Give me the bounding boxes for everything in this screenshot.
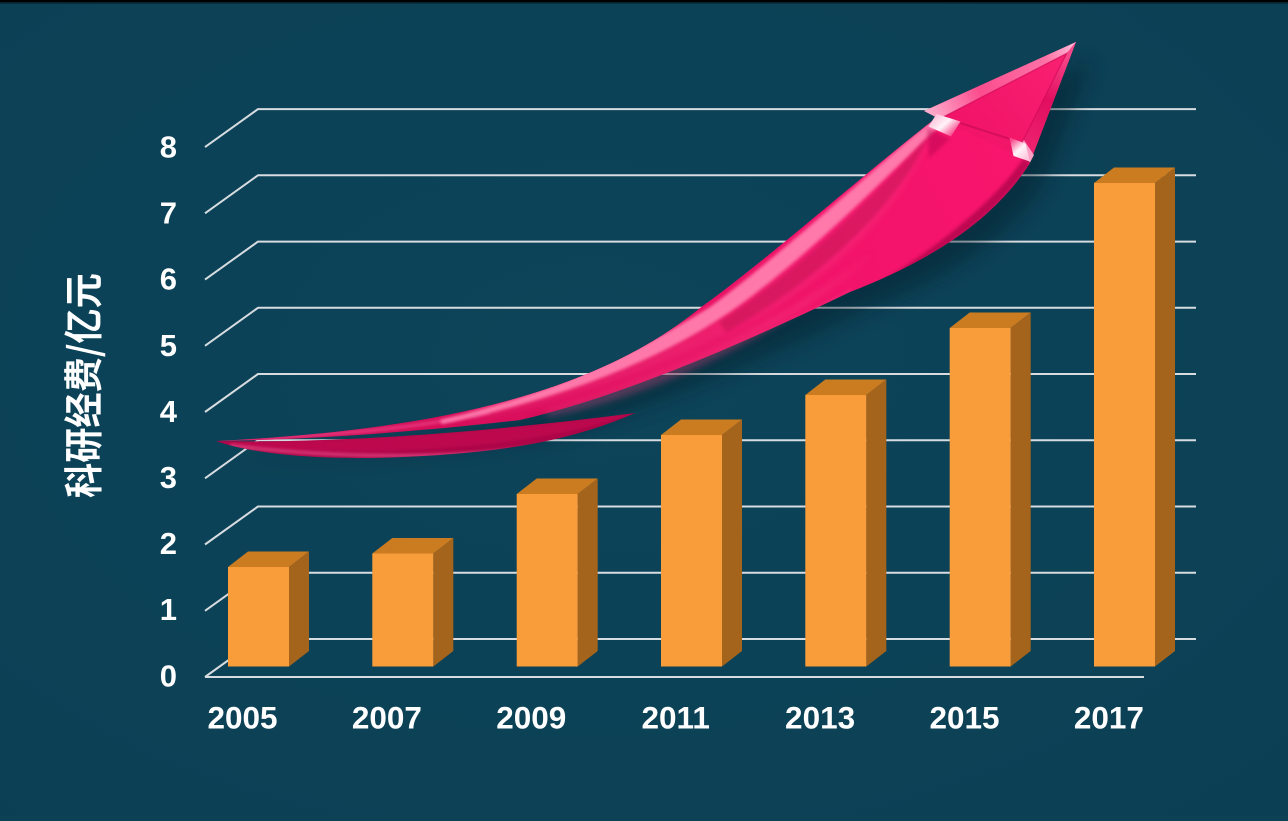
svg-text:5: 5: [160, 328, 177, 363]
svg-text:0: 0: [160, 658, 177, 693]
svg-text:2015: 2015: [929, 700, 999, 736]
svg-text:6: 6: [160, 262, 177, 297]
svg-text:4: 4: [160, 394, 178, 429]
svg-text:1: 1: [160, 592, 177, 627]
svg-text:2: 2: [160, 526, 177, 561]
svg-text:3: 3: [160, 460, 177, 495]
svg-text:2017: 2017: [1074, 700, 1144, 736]
svg-text:2005: 2005: [207, 700, 277, 736]
svg-text:2009: 2009: [496, 700, 566, 736]
svg-text:2011: 2011: [642, 700, 710, 736]
svg-text:7: 7: [160, 196, 177, 231]
svg-text:8: 8: [160, 130, 177, 165]
svg-text:2013: 2013: [785, 700, 855, 736]
svg-text:2007: 2007: [352, 700, 422, 736]
